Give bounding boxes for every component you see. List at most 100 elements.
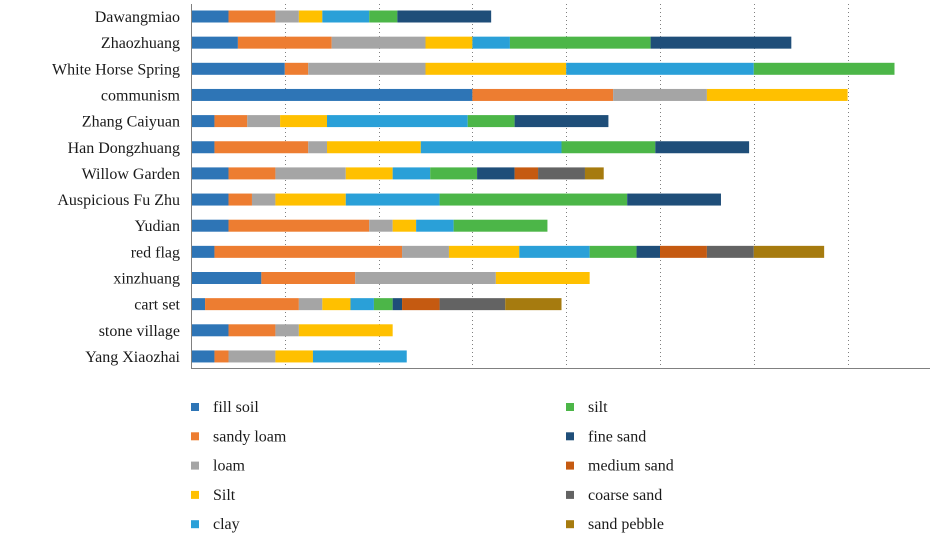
legend-label: sandy loam	[213, 428, 287, 445]
bar-segment	[228, 193, 252, 206]
category-label: stone village	[99, 323, 180, 340]
bar-segment	[331, 36, 426, 49]
category-label: Han Dongzhuang	[68, 140, 180, 157]
bar-segment	[345, 167, 393, 180]
category-label: Yang Xiaozhai	[85, 349, 180, 366]
bar-segment	[495, 272, 590, 284]
category-label: red flag	[131, 244, 180, 261]
legend-swatch	[191, 403, 199, 411]
bar-segment	[191, 115, 215, 128]
bar-segment	[519, 245, 590, 258]
bar-segment	[228, 324, 276, 337]
bar-segment	[228, 350, 276, 363]
bar-segment	[753, 245, 825, 258]
bar-segment	[392, 167, 431, 180]
legend-label: loam	[213, 458, 246, 475]
bar-segment	[402, 245, 449, 258]
bar-segment	[312, 350, 407, 363]
bar-segment	[420, 141, 562, 154]
bar-segment	[228, 10, 276, 23]
bar-segment	[275, 10, 299, 23]
bar-segment	[308, 141, 328, 154]
bar-segment	[448, 245, 520, 258]
bar-segment	[228, 219, 370, 232]
category-label: Yudian	[135, 218, 180, 235]
category-label: White Horse Spring	[52, 61, 180, 78]
bar-segment	[369, 10, 398, 23]
bar-segment	[322, 298, 351, 311]
bar-segment	[655, 141, 750, 154]
bar-segment	[345, 193, 440, 206]
bar-segment	[566, 62, 754, 75]
category-label: Auspicious Fu Zhu	[57, 192, 180, 209]
bar-segment	[453, 219, 548, 232]
category-label: communism	[101, 87, 181, 104]
bar-segment	[425, 62, 567, 75]
bar-segment	[280, 115, 328, 128]
bar-segment	[228, 167, 276, 180]
legend-swatch	[566, 490, 574, 499]
bar-segment	[275, 167, 346, 180]
bar-segment	[650, 36, 792, 49]
bar-segment	[636, 245, 660, 258]
bar-segment	[322, 10, 370, 23]
bar-segment	[430, 167, 478, 180]
category-label: cart set	[134, 297, 180, 314]
legend: fill soil sandy loam loam Silt clay silt fine …	[191, 399, 674, 533]
bar-segment	[589, 245, 637, 258]
bar-segment	[251, 193, 276, 206]
bar-segment	[350, 298, 374, 311]
bar-segment	[191, 245, 215, 258]
bar-segment	[472, 36, 510, 49]
bar-segment	[191, 62, 285, 75]
bar-segment	[514, 115, 609, 128]
bar-segment	[327, 115, 468, 128]
bar-segment	[706, 88, 848, 101]
bar-segment	[191, 141, 215, 154]
category-label: Dawangmiao	[95, 9, 180, 26]
category-label: Zhaozhuang	[101, 35, 180, 52]
bar-segment	[327, 141, 421, 154]
bar-segment	[214, 115, 248, 128]
bar-segment	[416, 219, 454, 232]
bar-segment	[298, 10, 323, 23]
legend-label: sand pebble	[588, 516, 664, 533]
axes	[191, 4, 930, 369]
bar-segment	[275, 193, 346, 206]
bar-segment	[660, 245, 707, 258]
bar-segment	[247, 115, 281, 128]
bar-segment	[627, 193, 721, 206]
bar-segment	[191, 88, 473, 101]
bar-segment	[275, 324, 299, 337]
bar-segment	[214, 350, 229, 363]
bar-segment	[261, 272, 356, 284]
bar-segment	[538, 167, 585, 180]
category-label: Zhang Caiyuan	[82, 114, 180, 131]
bar-segment	[753, 62, 895, 75]
legend-label: silt	[588, 399, 608, 416]
legend-swatch	[191, 461, 199, 470]
bar-segment	[191, 36, 238, 49]
bar-segment	[191, 10, 229, 23]
bar-segment	[477, 167, 515, 180]
bar-segment	[275, 350, 313, 363]
bar-segment	[191, 219, 229, 232]
bar-segment	[308, 62, 426, 75]
legend-swatch	[566, 461, 574, 470]
bar-segment	[237, 36, 332, 49]
bar-segment	[205, 298, 299, 311]
bar-segment	[505, 298, 562, 311]
bars	[191, 10, 895, 363]
bar-segment	[584, 167, 604, 180]
bar-segment	[706, 245, 754, 258]
bar-segment	[298, 324, 393, 337]
legend-swatch	[191, 432, 199, 441]
bar-segment	[373, 298, 393, 311]
legend-swatch	[566, 432, 574, 441]
bar-segment	[472, 88, 614, 101]
category-label: Willow Garden	[82, 166, 180, 183]
bar-segment	[191, 350, 215, 363]
bar-segment	[191, 272, 262, 284]
bar-segment	[392, 298, 403, 311]
